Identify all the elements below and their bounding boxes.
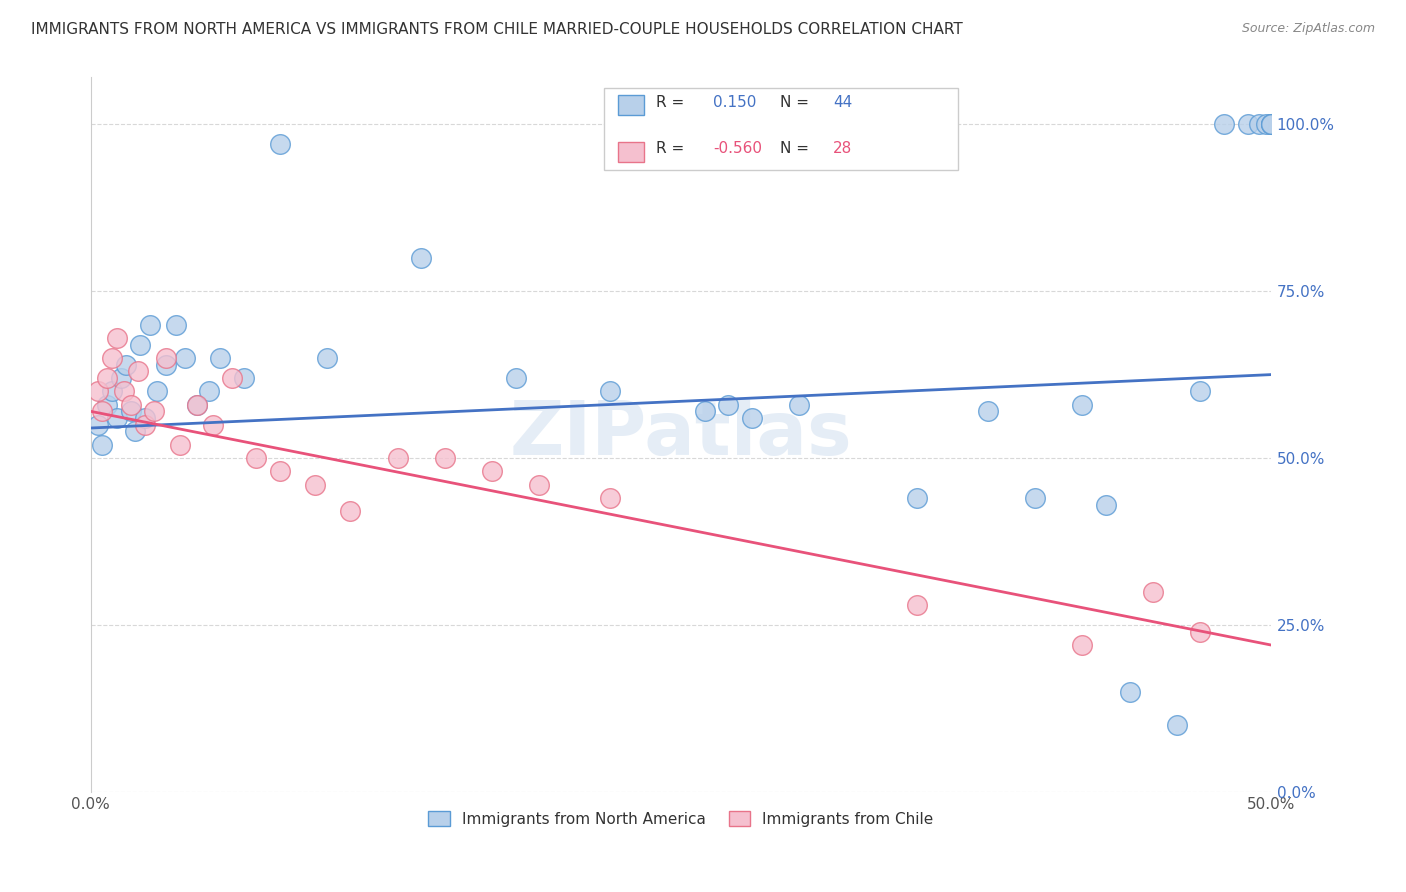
FancyBboxPatch shape [605, 88, 959, 170]
Point [129, 337, 152, 351]
Point [86, 417, 108, 432]
Point [1142, 584, 1164, 599]
Point [134, 417, 156, 432]
Point [1236, 117, 1258, 131]
Point [1249, 117, 1271, 131]
Text: -0.560: -0.560 [713, 142, 762, 156]
Point [202, 417, 225, 432]
Point [101, 384, 124, 399]
Text: IMMIGRANTS FROM NORTH AMERICA VS IMMIGRANTS FROM CHILE MARRIED-COUPLE HOUSEHOLDS: IMMIGRANTS FROM NORTH AMERICA VS IMMIGRA… [31, 22, 963, 37]
Point [91, 438, 114, 452]
Point [245, 451, 267, 466]
Point [96, 398, 118, 412]
Point [1260, 117, 1282, 131]
Point [221, 371, 243, 385]
Text: N =: N = [780, 95, 814, 110]
Point [529, 477, 551, 491]
Point [186, 398, 208, 412]
Text: 28: 28 [834, 142, 852, 156]
Point [717, 398, 740, 412]
Point [233, 371, 256, 385]
Point [1260, 117, 1282, 131]
Point [787, 398, 810, 412]
Point [165, 318, 187, 332]
Point [315, 351, 337, 365]
Point [1095, 498, 1118, 512]
Point [599, 491, 621, 505]
Point [977, 404, 1000, 418]
Point [505, 371, 527, 385]
Point [1213, 117, 1236, 131]
Point [1166, 718, 1188, 732]
Point [905, 598, 928, 612]
Legend: Immigrants from North America, Immigrants from Chile: Immigrants from North America, Immigrant… [420, 803, 941, 834]
Point [1071, 638, 1094, 652]
Point [304, 477, 326, 491]
Point [1071, 398, 1094, 412]
Point [134, 411, 156, 425]
Point [120, 404, 142, 418]
Point [197, 384, 219, 399]
Point [91, 404, 114, 418]
Point [120, 398, 142, 412]
Point [209, 351, 232, 365]
Point [269, 137, 291, 152]
Point [86, 384, 108, 399]
Point [1189, 624, 1212, 639]
Point [481, 465, 503, 479]
Point [905, 491, 928, 505]
Point [127, 364, 149, 378]
Point [143, 404, 166, 418]
Point [1260, 117, 1282, 131]
Point [169, 438, 191, 452]
Point [387, 451, 409, 466]
Text: Source: ZipAtlas.com: Source: ZipAtlas.com [1241, 22, 1375, 36]
Point [339, 504, 361, 518]
Point [155, 358, 177, 372]
Point [138, 318, 160, 332]
Point [1189, 384, 1212, 399]
Point [105, 411, 128, 425]
FancyBboxPatch shape [619, 142, 644, 161]
Point [411, 251, 433, 265]
Point [186, 398, 208, 412]
Point [1256, 117, 1278, 131]
Point [101, 351, 124, 365]
Point [1118, 685, 1140, 699]
Point [1024, 491, 1046, 505]
FancyBboxPatch shape [619, 95, 644, 115]
Text: 0.150: 0.150 [713, 95, 756, 110]
Point [115, 358, 138, 372]
Point [741, 411, 763, 425]
Text: ZIPatlas: ZIPatlas [509, 398, 852, 471]
Point [145, 384, 167, 399]
Point [174, 351, 197, 365]
Text: R =: R = [657, 95, 689, 110]
Point [269, 465, 291, 479]
Point [599, 384, 621, 399]
Text: 44: 44 [834, 95, 852, 110]
Point [112, 384, 135, 399]
Point [155, 351, 177, 365]
Point [110, 371, 132, 385]
Text: R =: R = [657, 142, 689, 156]
Point [693, 404, 716, 418]
Text: N =: N = [780, 142, 814, 156]
Point [433, 451, 456, 466]
Point [105, 331, 128, 345]
Point [124, 425, 146, 439]
Point [96, 371, 118, 385]
